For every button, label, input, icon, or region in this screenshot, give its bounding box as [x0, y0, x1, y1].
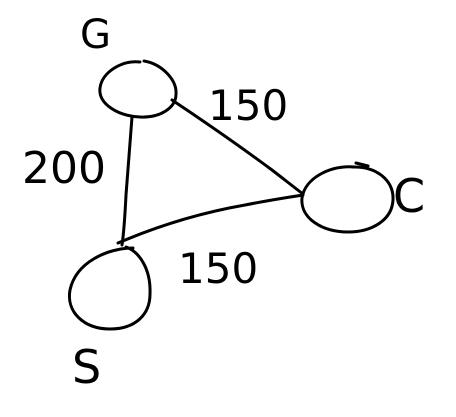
node-c-circle: [300, 165, 395, 234]
edge-g-c: [170, 98, 305, 196]
node-label-g: G: [80, 12, 111, 58]
edge-s-c: [116, 193, 305, 245]
edge-weight-g-c: 150: [208, 81, 288, 130]
node-label-c: C: [393, 169, 425, 223]
node-c-tick: [354, 161, 370, 168]
node-g-circle: [98, 59, 178, 119]
node-s-circle: [67, 245, 152, 331]
edge-g-s: [120, 115, 134, 247]
edge-weight-s-c: 150: [178, 244, 258, 293]
edge-weight-g-s: 200: [22, 143, 106, 194]
node-label-s: S: [72, 340, 101, 394]
